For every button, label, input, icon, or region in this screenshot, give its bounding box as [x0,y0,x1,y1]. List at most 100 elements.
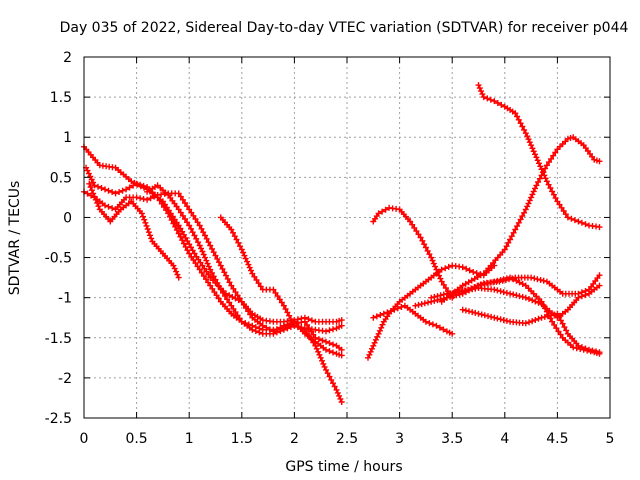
data-point [512,226,519,233]
data-point [87,184,94,190]
data-point [521,126,528,133]
data-point [284,325,291,332]
data-point [105,187,112,194]
data-point [507,290,514,297]
data-point [276,296,283,303]
data-point [182,234,189,241]
data-point [142,219,149,226]
data-point [184,219,191,226]
data-point [510,291,517,298]
data-point [534,276,541,283]
data-point [173,227,180,234]
data-point [338,317,345,324]
data-point [126,184,133,191]
data-point [582,345,589,352]
data-point [182,216,188,222]
data-point [558,204,565,211]
data-point [237,243,243,250]
x-tick-label: 0.5 [125,431,147,447]
data-point [552,149,559,156]
data-point [338,399,345,405]
data-point [192,216,199,222]
data-point [497,316,504,323]
data-point [323,338,329,345]
data-point [173,268,180,275]
series-sat-c [83,164,345,353]
data-point [494,100,501,106]
data-point [413,228,420,235]
data-point [529,145,536,152]
data-point [192,260,199,267]
data-point [330,349,336,356]
data-point [304,321,310,328]
y-tick-label: -0.5 [45,251,72,267]
data-point [502,277,509,283]
data-point [429,321,436,328]
data-point [437,292,444,299]
data-point [230,305,237,312]
data-point [205,239,212,246]
series-sat-i [370,302,456,337]
data-point [308,317,315,324]
data-point [180,231,187,238]
data-point [221,269,228,276]
data-point [179,212,186,219]
data-point [328,376,335,383]
data-point [284,309,291,316]
x-tick-label: 5 [606,431,615,447]
series-sat-f [217,214,345,335]
data-point [158,200,165,207]
data-point [500,289,507,296]
data-point [473,270,480,277]
data-point [109,189,116,195]
data-point [199,248,206,255]
data-point [231,233,238,240]
data-point [529,318,536,325]
data-point [506,276,512,283]
data-point [330,341,336,348]
data-point [378,324,385,331]
data-point [512,110,519,117]
data-point [175,274,182,281]
data-point [128,178,135,185]
data-point [422,318,429,325]
data-point [501,246,508,253]
data-point [203,257,210,264]
data-point [542,165,549,172]
series-sat-h [370,204,456,301]
data-point [469,309,476,316]
data-point [188,253,195,260]
data-point [536,160,542,167]
data-point [319,337,326,344]
data-point [515,219,522,226]
data-point [257,283,264,290]
x-tick-label: 4 [500,431,509,447]
data-point [505,239,512,246]
data-point [161,204,167,210]
data-point [525,200,532,207]
data-point [252,328,259,335]
data-point [323,366,329,373]
data-point [177,233,184,240]
data-point [488,313,495,320]
data-point [519,293,526,300]
series-sat-e [144,182,345,405]
data-point [141,216,148,223]
data-point [398,304,405,310]
data-point [179,196,186,203]
y-tick-label: 0.5 [50,170,72,186]
data-point [589,347,596,354]
data-point [166,213,173,220]
data-point [596,224,603,231]
data-point [421,300,428,307]
data-point [200,273,207,279]
data-point [593,348,599,355]
data-point [140,196,147,202]
y-tick-label: -1 [58,291,72,307]
series-trace [83,191,342,323]
data-point [234,292,241,299]
data-point [226,292,233,299]
data-point [415,231,422,238]
data-point [463,265,470,272]
data-point [278,299,285,306]
